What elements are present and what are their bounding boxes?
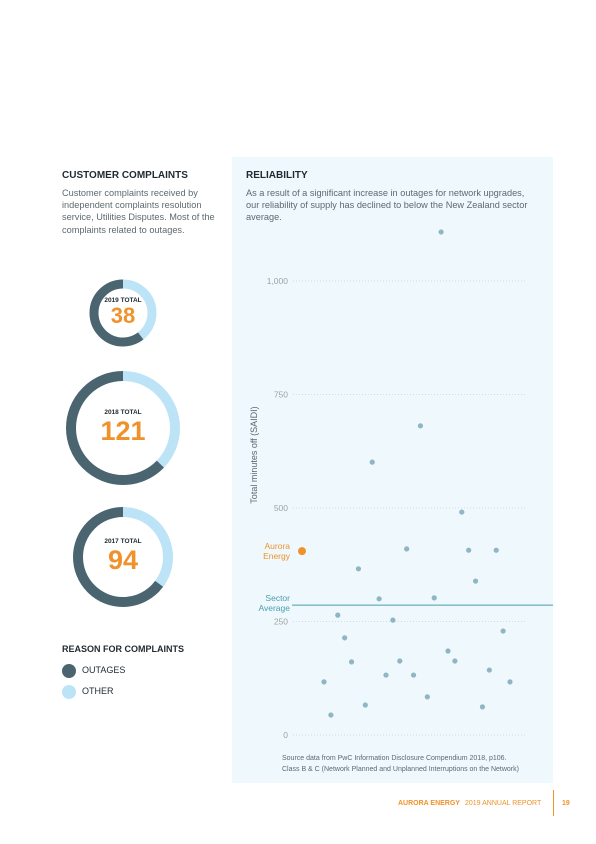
- data-point: [500, 628, 506, 634]
- footer-brand: AURORA ENERGY: [398, 800, 460, 807]
- data-point: [466, 547, 472, 553]
- donut-label: 2018 TOTAL: [104, 409, 141, 416]
- data-point: [355, 566, 362, 572]
- reference-label: Sector Average: [258, 593, 290, 614]
- reliability-panel: [232, 157, 553, 783]
- data-point: [479, 704, 486, 710]
- data-point: [472, 578, 479, 584]
- donut-total: 121: [100, 416, 145, 446]
- legend-swatch: [62, 664, 76, 678]
- y-tick-label: 500: [274, 503, 288, 513]
- data-point: [362, 702, 368, 708]
- legend-swatch: [62, 685, 76, 699]
- source-line: Class B & C (Network Planned and Unplann…: [282, 766, 519, 773]
- page-number: 19: [562, 800, 570, 807]
- highlight-label: Aurora Energy: [263, 541, 290, 562]
- data-point: [390, 617, 396, 623]
- data-point: [410, 672, 417, 678]
- donut-segment: [66, 371, 180, 485]
- data-point: [335, 612, 341, 618]
- y-tick-label: 750: [274, 390, 288, 400]
- donut-label: 2019 TOTAL: [104, 297, 141, 304]
- data-point: [321, 679, 327, 685]
- data-point: [493, 547, 499, 553]
- data-point: [459, 509, 465, 515]
- data-point: [376, 596, 382, 602]
- data-point: [445, 648, 451, 654]
- complaints-title: CUSTOMER COMPLAINTS: [62, 170, 188, 181]
- data-point: [397, 658, 403, 664]
- highlight-point: [298, 547, 306, 556]
- reliability-text: As a result of a significant increase in…: [246, 188, 528, 223]
- data-point: [383, 672, 389, 678]
- legend-label: OTHER: [82, 686, 114, 696]
- data-point: [507, 679, 513, 685]
- donut-segment: [73, 507, 173, 607]
- y-tick-label: 250: [274, 617, 288, 627]
- data-point: [348, 659, 355, 665]
- data-point: [417, 423, 424, 429]
- y-tick-label: 0: [283, 730, 288, 740]
- data-point: [452, 658, 458, 664]
- data-point: [486, 667, 492, 673]
- donut-segment: [89, 279, 157, 347]
- donut-total: 38: [111, 303, 135, 328]
- footer-divider: [553, 790, 554, 816]
- data-point: [342, 635, 348, 641]
- footer-report: 2019 ANNUAL REPORT: [465, 800, 542, 807]
- donut-label: 2017 TOTAL: [104, 538, 141, 545]
- data-point: [369, 459, 375, 465]
- data-point: [328, 712, 334, 718]
- legend-title: REASON FOR COMPLAINTS: [62, 644, 185, 654]
- complaints-text: Customer complaints received by independ…: [62, 188, 215, 235]
- data-point: [431, 595, 437, 601]
- data-point: [438, 229, 444, 235]
- y-tick-label: 1,000: [267, 276, 289, 286]
- source-line: Source data from PwC Information Disclos…: [282, 755, 507, 762]
- data-point: [424, 694, 430, 700]
- legend-label: OUTAGES: [82, 665, 126, 675]
- donut-total: 94: [108, 545, 138, 575]
- y-axis-label: Total minutes off (SAIDI): [249, 406, 259, 503]
- reliability-title: RELIABILITY: [246, 170, 308, 181]
- data-point: [404, 546, 410, 552]
